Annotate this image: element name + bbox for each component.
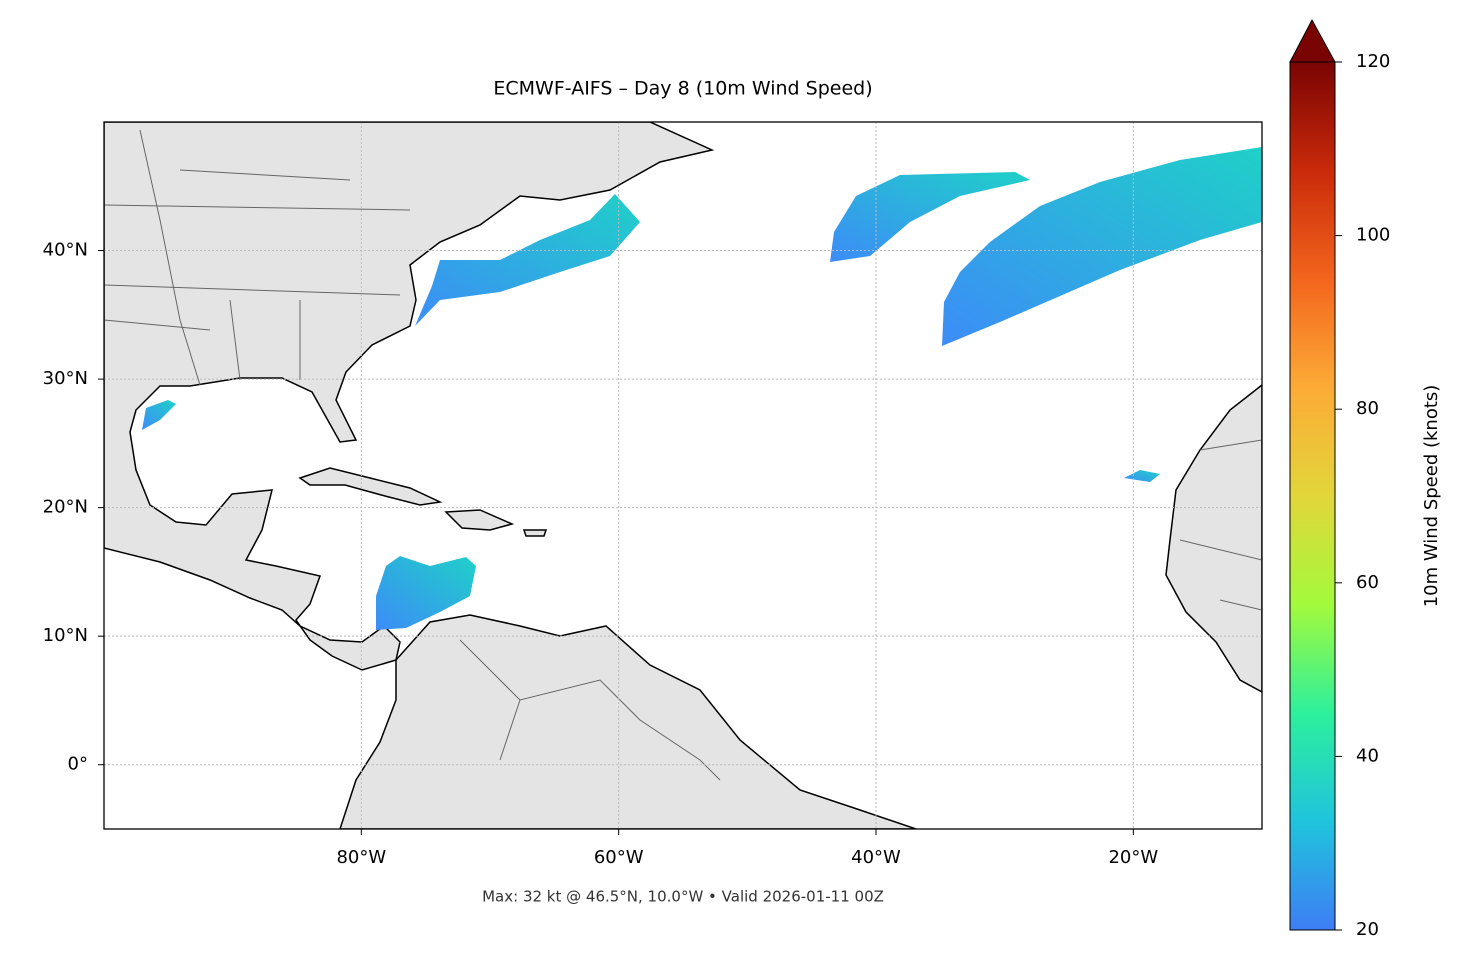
state-lines (104, 129, 411, 386)
hispaniola (444, 509, 515, 531)
colorbar-tick-label: 40 (1356, 745, 1379, 766)
y-tick-label: 30°N (43, 368, 88, 389)
wind-area (142, 400, 176, 430)
colorbar: 10m Wind Speed (knots) 20 40 60 80 100 120 (1289, 18, 1442, 940)
axes-frame (103, 121, 1263, 830)
wind-field (142, 147, 1262, 630)
puerto-rico (522, 529, 548, 537)
wind-area (942, 147, 1262, 346)
wind-area (830, 172, 1030, 262)
wind-area (376, 556, 476, 630)
colorbar-tick-label: 60 (1356, 572, 1379, 593)
colorbar-tick-label: 120 (1356, 51, 1390, 72)
x-tick-label: 80°W (336, 847, 386, 868)
wind-area (415, 194, 640, 326)
y-tick-label: 10°N (43, 625, 88, 646)
south-america (339, 614, 917, 829)
y-tick-label: 40°N (43, 240, 88, 261)
grid (104, 122, 1262, 829)
x-tick-label: 40°W (851, 847, 901, 868)
x-tick-label: 20°W (1108, 847, 1158, 868)
land (104, 122, 1262, 829)
colorbar-tick-label: 20 (1356, 919, 1379, 940)
map-area (104, 122, 1262, 829)
colorbar-extend (1289, 18, 1336, 63)
y-tick-label: 0° (68, 754, 88, 775)
x-tick-label: 60°W (594, 847, 644, 868)
colorbar-tick-label: 100 (1356, 225, 1390, 246)
africa (1165, 384, 1262, 693)
colorbar-label: 10m Wind Speed (knots) (1421, 385, 1442, 608)
colorbar-scale (1289, 61, 1336, 931)
colorbar-tick-label: 80 (1356, 398, 1379, 419)
borders (104, 129, 1262, 781)
footnote: Max: 32 kt @ 46.5°N, 10.0°W • Valid 2026… (482, 888, 884, 906)
country-lines (459, 439, 1262, 781)
cuba (298, 467, 443, 506)
y-tick-label: 20°N (43, 497, 88, 518)
map-title: ECMWF-AIFS – Day 8 (10m Wind Speed) (493, 78, 872, 100)
